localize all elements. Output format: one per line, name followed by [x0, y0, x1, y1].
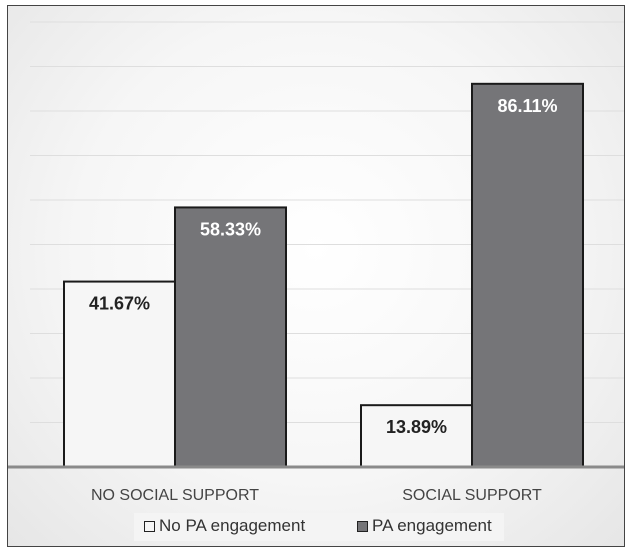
data-label: 41.67%	[89, 294, 150, 314]
data-label: 86.11%	[497, 96, 557, 116]
bar-no-pa-no-support	[63, 280, 176, 469]
category-label: SOCIAL SUPPORT	[402, 487, 542, 504]
bar-pa-no-support	[174, 206, 287, 469]
category-label: NO SOCIAL SUPPORT	[91, 487, 259, 504]
legend-label-no-pa: No PA engagement	[159, 516, 306, 535]
data-label: 13.89%	[386, 417, 447, 437]
bar-pa-support	[471, 82, 584, 469]
legend-item-no-pa: No PA engagement	[144, 516, 305, 536]
legend	[134, 513, 504, 541]
legend-item-pa: PA engagement	[357, 516, 492, 536]
legend-swatch-pa	[357, 520, 368, 532]
legend-swatch-no-pa	[144, 520, 155, 532]
data-label: 58.33%	[200, 219, 261, 239]
legend-label-pa: PA engagement	[372, 516, 492, 535]
